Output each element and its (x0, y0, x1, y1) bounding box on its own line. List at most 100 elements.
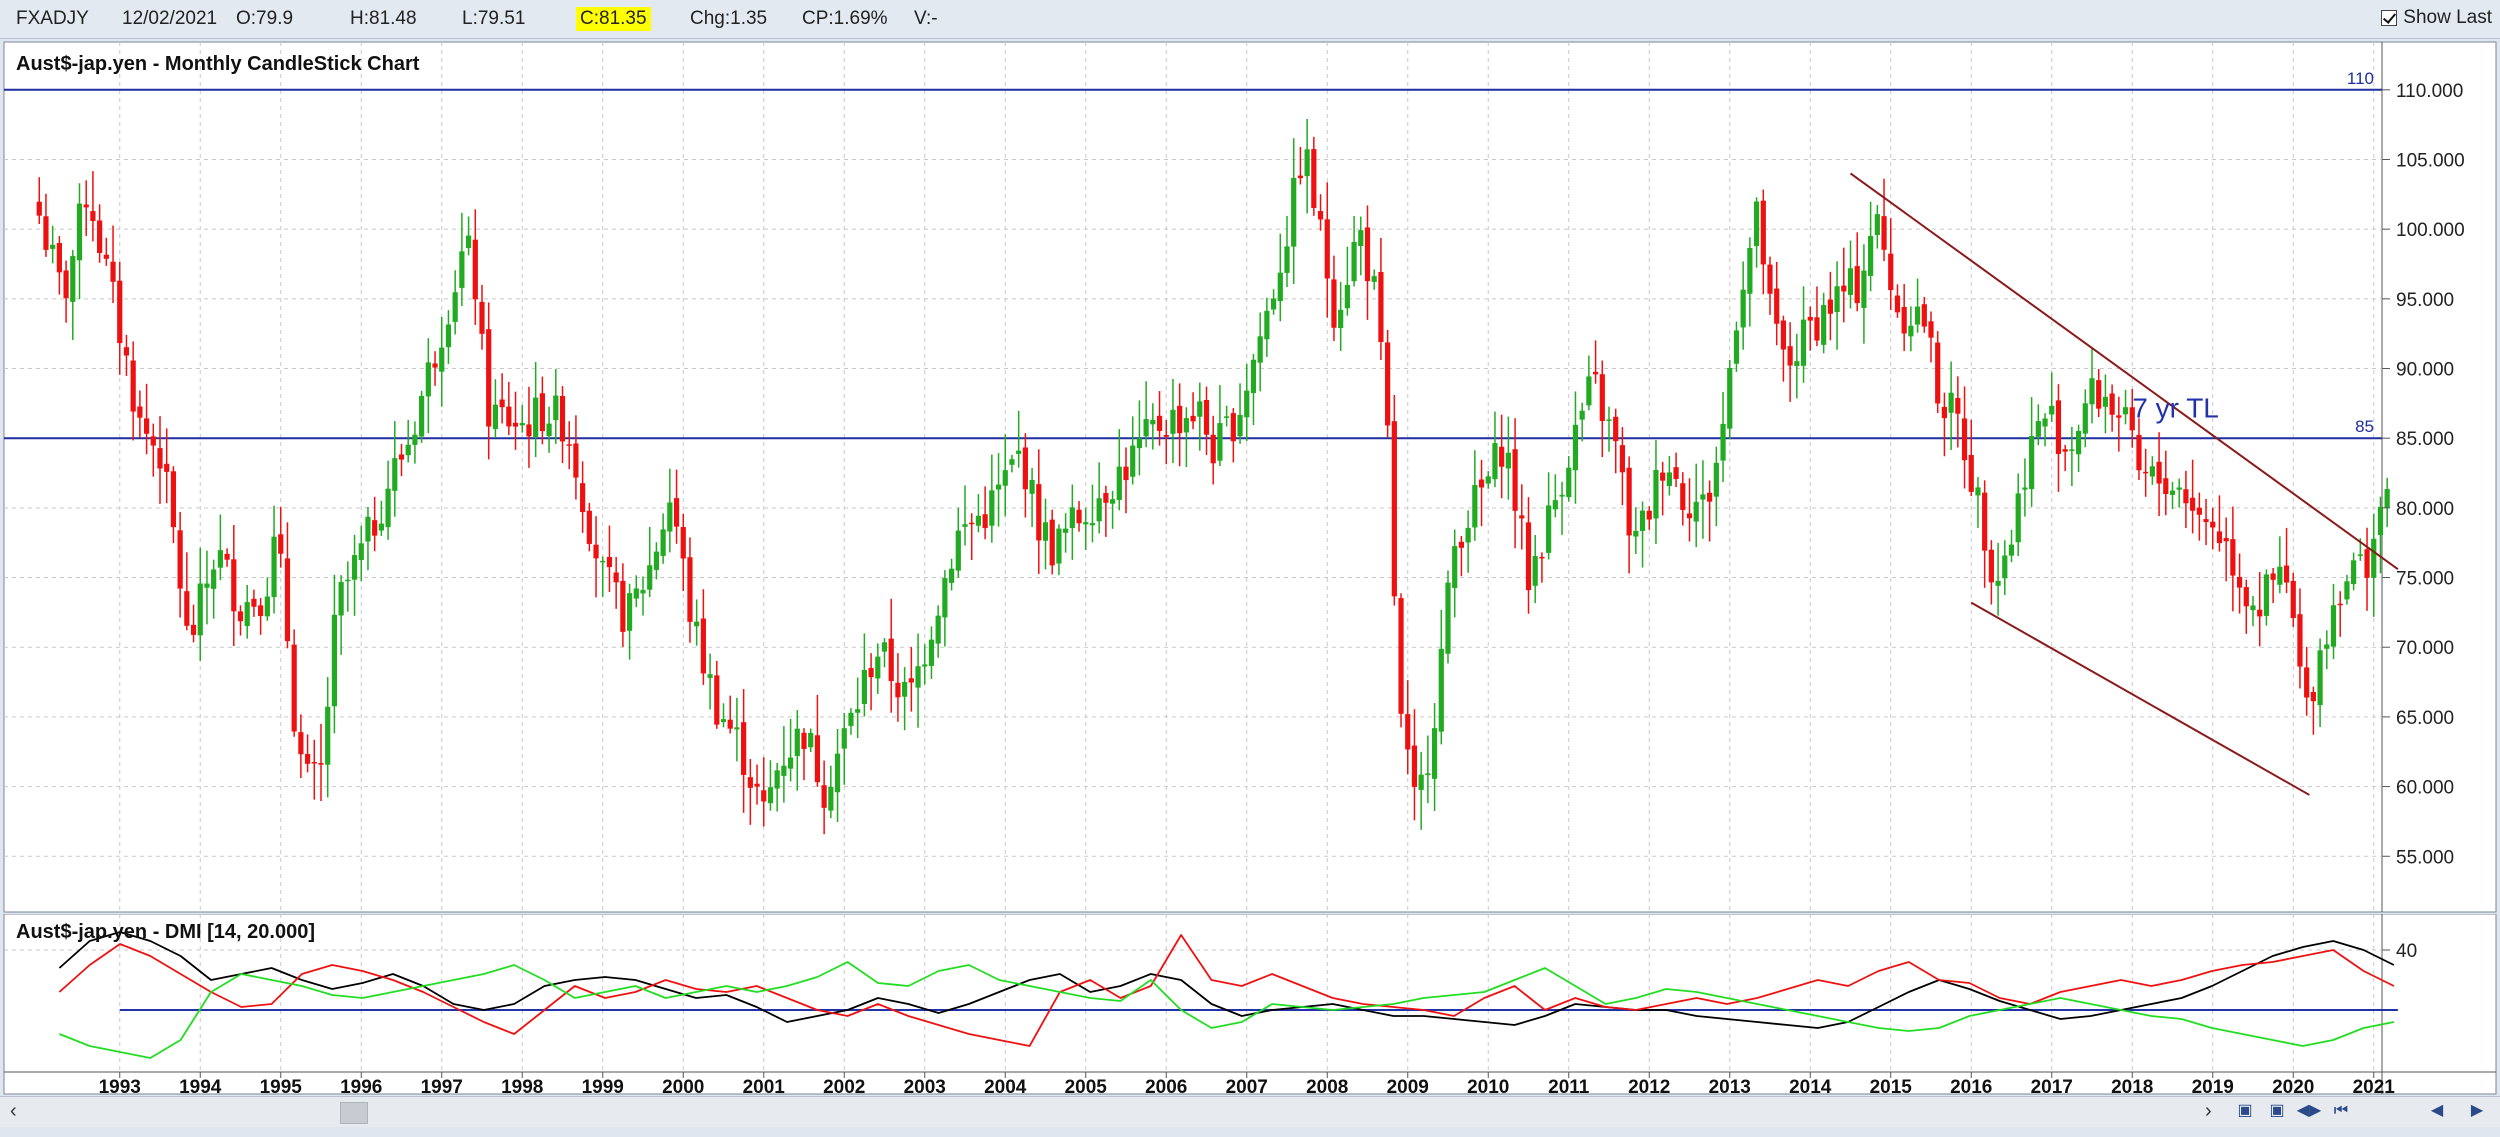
candle-body (204, 583, 210, 588)
candle-body (231, 559, 237, 612)
candle-body (969, 522, 975, 525)
dmi-indicator-chart[interactable]: 40 1993 1994 1995 1996 1997 1998 1999 2000 2001 2… (0, 914, 2500, 1096)
candle-body (962, 524, 968, 527)
scroll-right-icon[interactable]: › (2205, 1100, 2212, 1122)
candle-body (714, 675, 720, 725)
price-tick-label: 65.000 (2396, 708, 2454, 729)
candle-body (1083, 522, 1089, 525)
candle-body (2049, 405, 2055, 415)
candle-body (284, 558, 291, 642)
candle-body (1371, 276, 1377, 282)
scroll-thumb[interactable] (340, 1102, 368, 1124)
scroll-first-icon[interactable]: ⏮ (2333, 1102, 2349, 1119)
candle-body (1364, 227, 1371, 282)
candle-body (613, 572, 619, 583)
candle-body (1720, 423, 1726, 461)
candle-body (707, 674, 713, 678)
candle-body (922, 664, 928, 667)
price-tick-label: 75.000 (2396, 569, 2454, 590)
candle-body (2283, 565, 2290, 583)
zoom-in-icon[interactable]: ▣ (2237, 1102, 2253, 1119)
candle-body (620, 580, 626, 632)
candle-body (2310, 692, 2316, 702)
candle-body (653, 551, 660, 570)
candle-body (1452, 546, 1458, 589)
candle-body (801, 732, 807, 749)
zoom-out-icon[interactable]: ▣ (2269, 1102, 2285, 1119)
candle-body (1385, 342, 1391, 426)
candle-body (559, 395, 566, 442)
candle-body (1009, 459, 1015, 465)
candle-body (1063, 528, 1069, 533)
candle-body (1935, 342, 1941, 404)
candle-body (1955, 398, 1961, 414)
candle-body (680, 527, 686, 559)
candle-body (1881, 216, 1887, 250)
candle-body (1519, 515, 1525, 519)
candle-body (2122, 407, 2129, 415)
candle-body (90, 211, 96, 222)
price-tick-label: 110.000 (2396, 81, 2463, 102)
candle-body (372, 520, 378, 536)
candle-body (1210, 434, 1216, 464)
candle-body (1693, 501, 1699, 522)
candle-body (351, 555, 358, 580)
candle-body (1425, 773, 1431, 776)
horizontal-scrollbar[interactable]: ‹ › ▣ ▣ ◀▶ ⏮ ◀ ▶ (0, 1096, 2500, 1127)
candle-body (1183, 418, 1189, 433)
candle-body (1559, 494, 1565, 497)
candle-body (311, 762, 317, 764)
candle-body (1150, 419, 1156, 425)
candle-body (184, 591, 190, 626)
candle-body (848, 712, 854, 726)
candle-body (36, 201, 42, 216)
volume-value: V:- (914, 8, 938, 29)
candle-body (1170, 409, 1176, 434)
candle-body (2330, 605, 2337, 647)
candle-body (1492, 443, 1498, 480)
time-tick-label: 2009 (1387, 1077, 1429, 1096)
candle-body (1250, 359, 1257, 394)
candlestick-chart[interactable]: 110 85 55.000 60.000 65.000 70.000 75.000 80.0… (0, 40, 2500, 914)
candle-body (2337, 603, 2343, 606)
candle-body (2364, 549, 2370, 578)
candle-body (1814, 317, 1820, 341)
candle-body (600, 560, 606, 563)
price-tick-label: 80.000 (2396, 499, 2454, 520)
show-last-toggle[interactable]: Show Last (2381, 7, 2492, 29)
candle-body (1049, 519, 1055, 566)
candle-body (1304, 149, 1310, 177)
candle-body (97, 220, 103, 254)
candle-body (1753, 201, 1760, 247)
candle-body (1472, 485, 1478, 528)
scroll-prev-icon[interactable]: ◀ (2430, 1102, 2444, 1119)
dmi-grid (4, 914, 2382, 1072)
candle-body (2069, 449, 2075, 451)
candle-body (1686, 513, 1693, 519)
scroll-left-icon[interactable]: ‹ (10, 1100, 17, 1122)
candle-body (244, 602, 250, 627)
candle-body (1592, 371, 1599, 375)
candle-body (63, 270, 69, 299)
scroll-next-icon[interactable]: ▶ (2470, 1102, 2484, 1119)
candle-body (76, 203, 83, 261)
candle-body (2136, 434, 2142, 471)
candle-body (1914, 306, 1921, 325)
time-tick-label: 2002 (823, 1077, 865, 1096)
candle-body (1089, 523, 1096, 526)
candle-body (660, 529, 666, 556)
candle-body (640, 589, 646, 594)
candle-body (1894, 295, 1901, 313)
candle-body (1036, 484, 1042, 541)
scroll-start-icon[interactable]: ◀▶ (2296, 1102, 2322, 1119)
price-tick-label: 100.000 (2396, 220, 2465, 241)
candle-body (1767, 264, 1773, 294)
low-value: L:79.51 (462, 8, 526, 29)
candle-body (700, 618, 706, 674)
checkbox-checked-icon[interactable] (2381, 10, 2398, 26)
candle-body (1438, 648, 1444, 732)
candle-body (392, 458, 398, 491)
horizontal-levels: 110 85 (4, 69, 2382, 440)
candle-body (2371, 538, 2377, 578)
symbol-label: FXADJY (16, 8, 89, 29)
